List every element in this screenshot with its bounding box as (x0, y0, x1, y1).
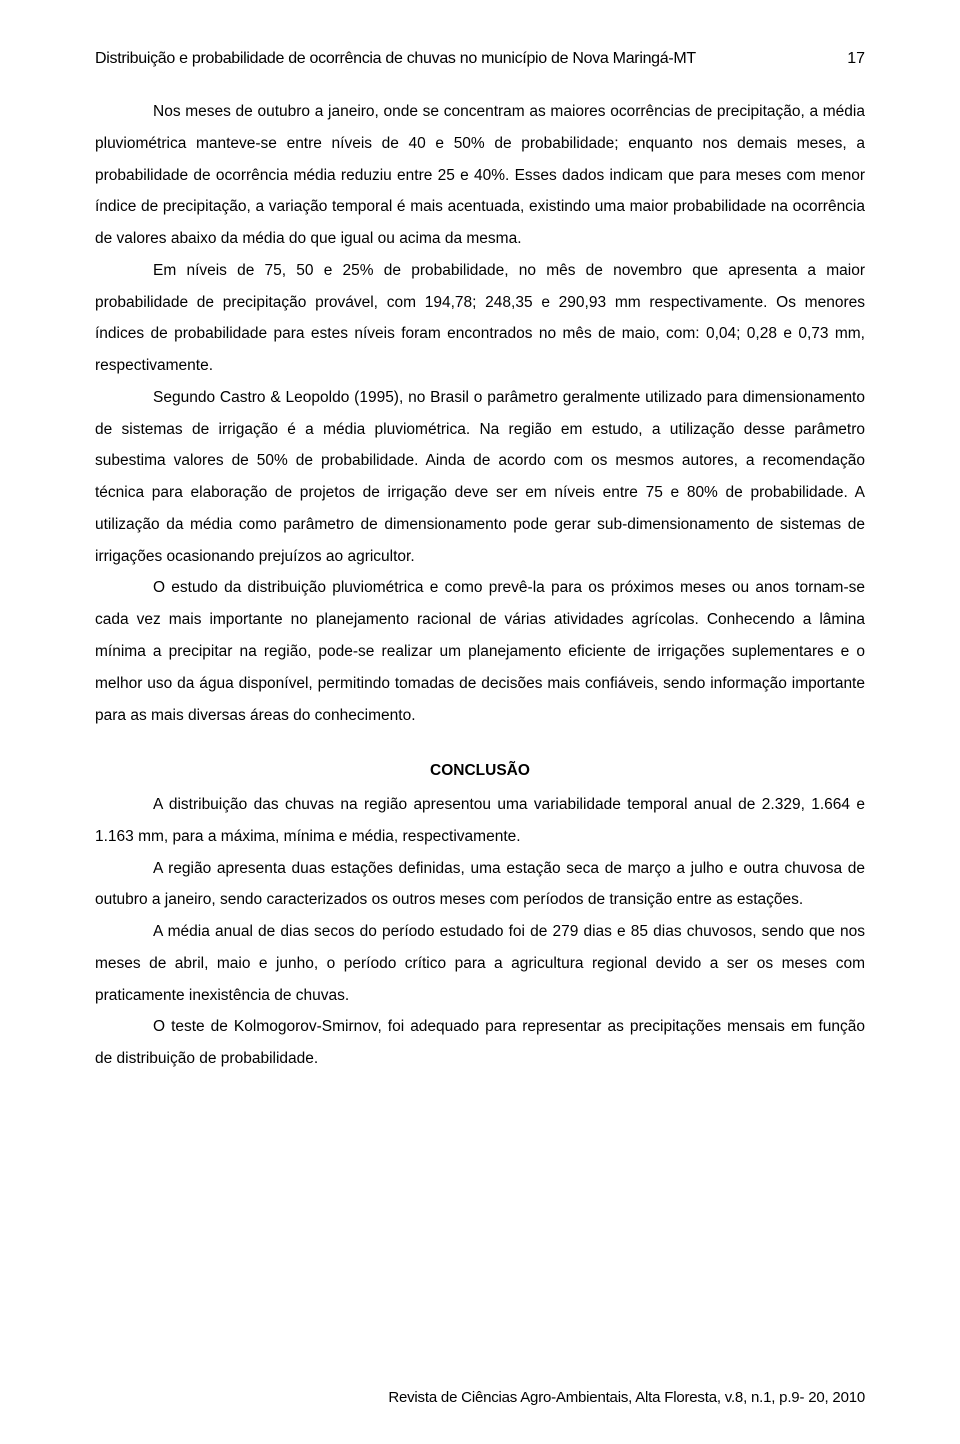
conclusion-paragraph-4: O teste de Kolmogorov-Smirnov, foi adequ… (95, 1011, 865, 1075)
paragraph-2: Em níveis de 75, 50 e 25% de probabilida… (95, 255, 865, 382)
document-body: Nos meses de outubro a janeiro, onde se … (95, 96, 865, 1075)
page-number: 17 (847, 50, 865, 68)
paragraph-1: Nos meses de outubro a janeiro, onde se … (95, 96, 865, 255)
paragraph-3: Segundo Castro & Leopoldo (1995), no Bra… (95, 382, 865, 573)
conclusion-heading: CONCLUSÃO (95, 755, 865, 787)
page-header: Distribuição e probabilidade de ocorrênc… (95, 50, 865, 68)
conclusion-paragraph-2: A região apresenta duas estações definid… (95, 853, 865, 917)
conclusion-paragraph-1: A distribuição das chuvas na região apre… (95, 789, 865, 853)
paragraph-4: O estudo da distribuição pluviométrica e… (95, 572, 865, 731)
page-footer: Revista de Ciências Agro-Ambientais, Alt… (388, 1389, 865, 1406)
document-page: Distribuição e probabilidade de ocorrênc… (0, 0, 960, 1115)
header-title: Distribuição e probabilidade de ocorrênc… (95, 50, 696, 68)
conclusion-paragraph-3: A média anual de dias secos do período e… (95, 916, 865, 1011)
